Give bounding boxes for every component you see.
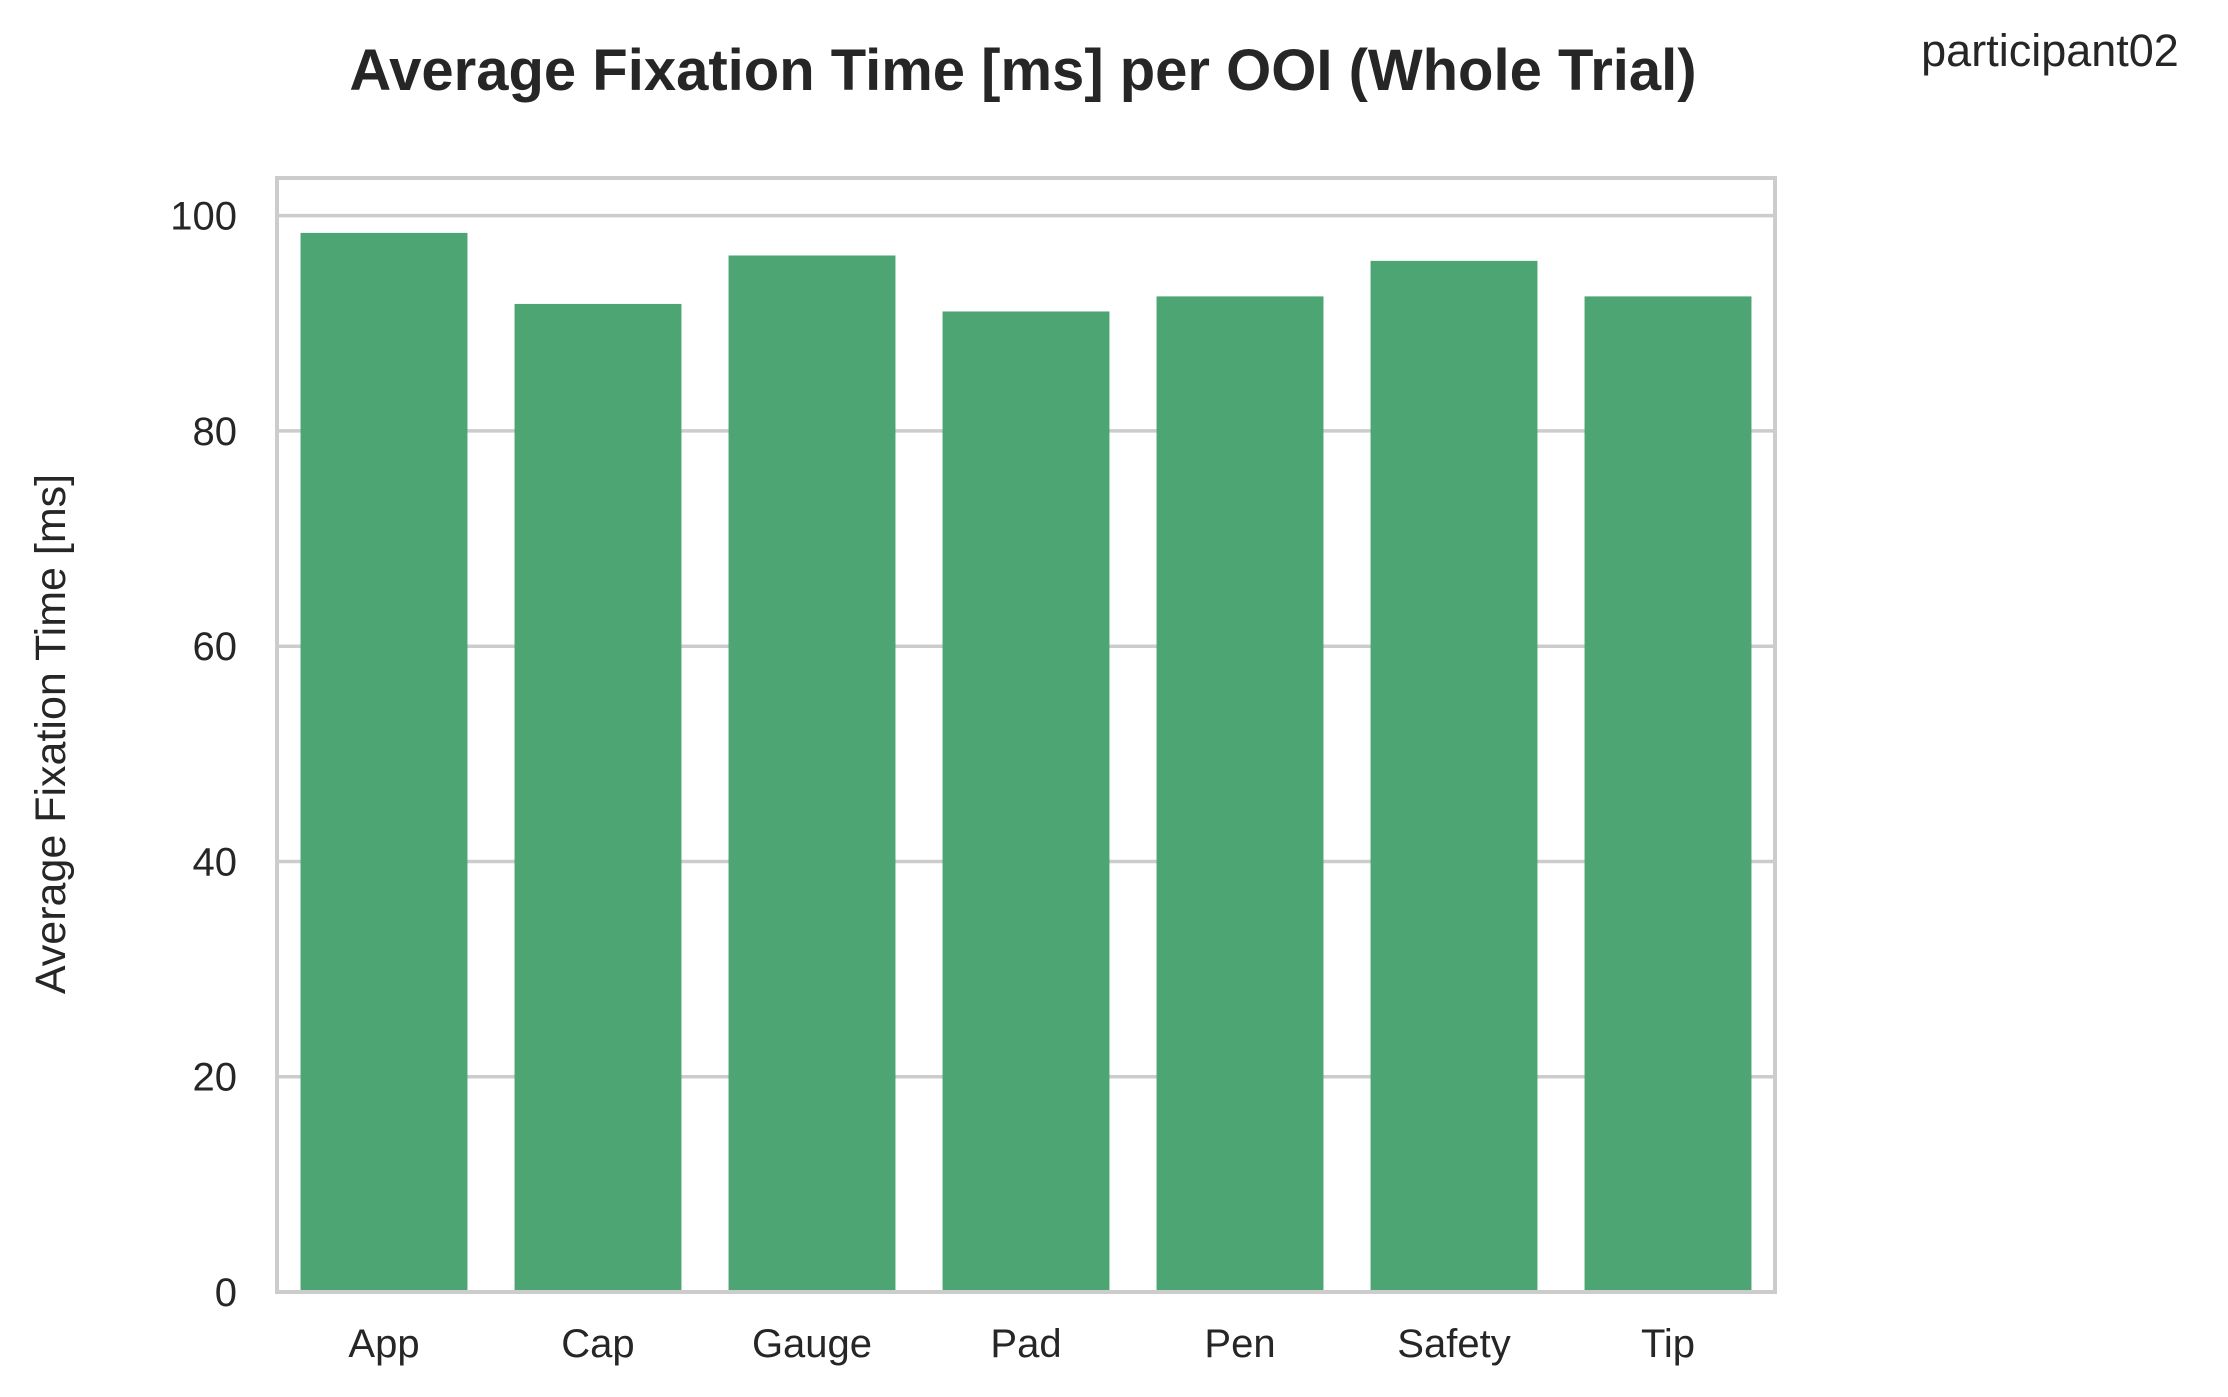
bar-pad [942, 311, 1110, 1292]
x-tick-label-tip: Tip [1641, 1322, 1695, 1366]
participant-label: participant02 [1921, 25, 2179, 76]
bar-pen [1156, 296, 1324, 1293]
plot-frame [275, 176, 1777, 1294]
y-tick-label-40: 40 [193, 840, 238, 884]
x-tick-label-pen: Pen [1204, 1322, 1275, 1366]
x-tick-labels: App Cap Gauge Pad Pen Safety Tip [348, 1322, 1695, 1366]
y-axis-label: Average Fixation Time [ms] [27, 474, 75, 994]
y-tick-label-0: 0 [215, 1271, 237, 1315]
x-tick-label-app: App [348, 1322, 419, 1366]
chart-title: Average Fixation Time [ms] per OOI (Whol… [349, 38, 1696, 103]
x-tick-label-gauge: Gauge [752, 1322, 872, 1366]
y-tick-label-20: 20 [193, 1056, 238, 1100]
bar-safety [1370, 260, 1538, 1292]
bar-tip [1584, 296, 1752, 1293]
y-tick-label-60: 60 [193, 625, 238, 669]
bars [300, 232, 1752, 1293]
bar-app [300, 232, 468, 1293]
y-tick-labels: 0 20 40 60 80 100 [170, 195, 237, 1315]
x-tick-label-cap: Cap [561, 1322, 634, 1366]
bar-gauge [728, 255, 896, 1293]
y-tick-label-100: 100 [170, 195, 237, 239]
x-tick-label-safety: Safety [1397, 1322, 1510, 1366]
bar-cap [514, 303, 682, 1292]
y-tick-label-80: 80 [193, 410, 238, 454]
x-tick-label-pad: Pad [990, 1322, 1061, 1366]
